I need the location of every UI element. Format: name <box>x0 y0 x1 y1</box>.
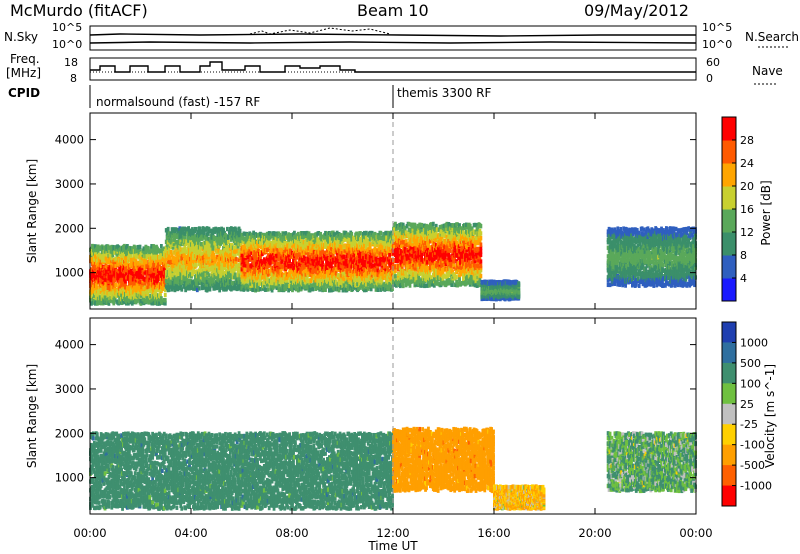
nsearch-tick-top: 10^5 <box>702 21 732 34</box>
cpid-label: CPID <box>8 86 40 100</box>
freq-label-line2: [MHz] <box>6 66 41 80</box>
data-cell <box>235 257 238 261</box>
data-cell <box>164 293 167 297</box>
nave-tick-top: 60 <box>706 56 720 69</box>
station-title: McMurdo (fitACF) <box>10 1 148 20</box>
data-cell <box>130 254 133 258</box>
data-cell <box>293 231 296 235</box>
nsky-tick-top: 10^5 <box>52 21 82 34</box>
data-cell <box>243 267 246 271</box>
nsearch-tick-bottom: 10^0 <box>702 38 732 51</box>
nave-tick-bottom: 0 <box>706 72 713 85</box>
data-cell <box>114 283 117 287</box>
data-cell <box>198 286 201 290</box>
freq-panel <box>90 58 696 80</box>
date-title: 09/May/2012 <box>584 1 689 20</box>
cpid-segment-1-label: normalsound (fast) -157 RF <box>96 95 260 109</box>
freq-label-line1: Freq. <box>10 52 40 66</box>
radar-summary-figure: McMurdo (fitACF) Beam 10 09/May/2012 N.S… <box>0 0 800 554</box>
data-cell <box>146 246 149 250</box>
data-cell <box>195 263 198 267</box>
nsky-panel <box>90 26 696 50</box>
data-cell <box>167 227 170 231</box>
cpid-segment-2-label: themis 3300 RF <box>397 86 491 100</box>
freq-tick-bottom: 8 <box>70 72 77 85</box>
data-cell <box>144 259 147 263</box>
data-cell <box>239 229 242 233</box>
data-cell <box>212 253 215 257</box>
data-cell <box>139 245 142 249</box>
beam-title: Beam 10 <box>357 1 429 20</box>
data-cell <box>160 244 163 248</box>
data-cell <box>234 273 237 277</box>
nsky-label: N.Sky <box>4 30 38 44</box>
nsearch-label: N.Search <box>745 30 799 44</box>
nave-label: Nave <box>752 64 783 78</box>
data-cell <box>164 298 167 302</box>
freq-tick-top: 18 <box>64 56 78 69</box>
nsky-tick-bottom: 10^0 <box>52 38 82 51</box>
